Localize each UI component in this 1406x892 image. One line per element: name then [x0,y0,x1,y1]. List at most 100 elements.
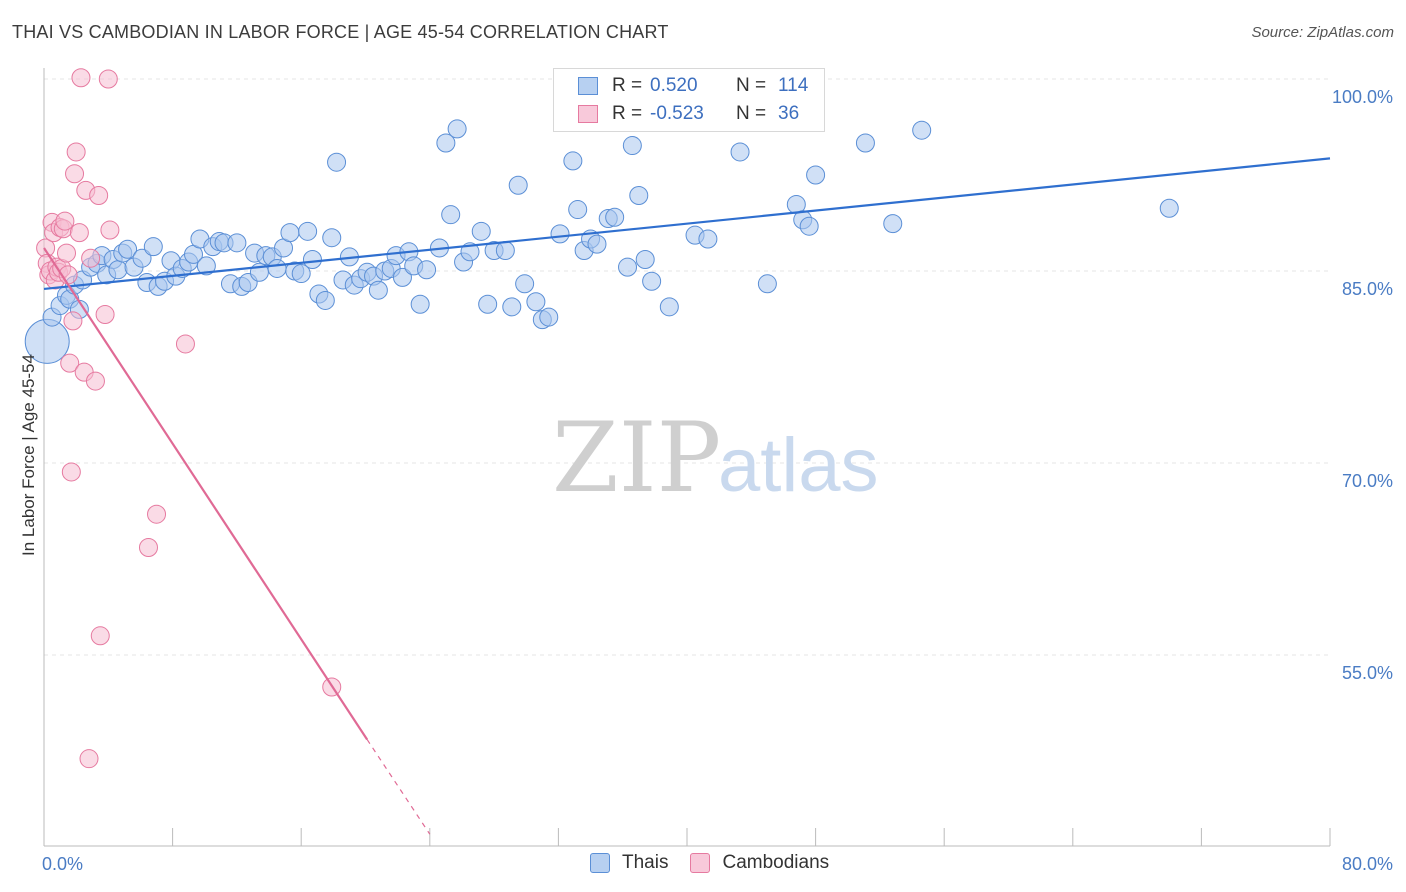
thais-point [143,237,163,257]
cambodians-point [60,353,80,373]
cambodians-point [100,220,120,240]
y-tick-label: 55.0% [1342,663,1393,683]
thais-point [227,233,247,253]
cambodians-point [71,68,91,88]
legend-n-label: N = [736,103,767,124]
thais-point [291,264,311,284]
cambodians-point [147,504,167,524]
thais-point [298,221,318,241]
thais-point [605,207,625,227]
thais-point [659,297,679,317]
thais-point [280,223,300,243]
thais-point [539,307,559,327]
source-label: Source: ZipAtlas.com [1251,24,1394,41]
axis-labels: 55.0% 70.0% 85.0% 100.0% 0.0% 80.0% In Labor F… [19,87,1393,874]
thais-point [327,152,347,172]
series-legend-label: Cambodians [722,852,830,873]
x-tick-label-max: 80.0% [1342,854,1393,874]
series-legend: Thais Cambodians [590,852,851,874]
thais-point [587,234,607,254]
thais-point [515,274,535,294]
thais-point [478,294,498,314]
legend-n-label: N = [736,75,767,96]
series-legend-cambodians[interactable]: Cambodians [690,852,829,874]
grid-lines [44,78,1330,656]
thais-point [471,221,491,241]
cambodians-point [57,243,77,263]
thais-point [302,249,322,269]
watermark-zip: ZIP [552,402,721,514]
cambodians-points [36,68,342,769]
cambodians-point [138,537,158,557]
thais-point [132,248,152,268]
cambodians-point [66,142,86,162]
chart-title: THAI VS CAMBODIAN IN LABOR FORCE | AGE 4… [12,22,669,42]
legend-swatch-pink [578,105,598,123]
thais-point [883,214,903,234]
axes [43,68,1331,847]
cambodians-trend-extension [366,739,431,835]
thais-point [799,216,819,236]
thais-point [730,142,750,162]
thais-point [635,249,655,269]
cambodians-point [65,164,85,184]
thais-point [322,228,342,248]
thais-point [267,258,287,278]
cambodians-point [81,248,101,268]
legend-n-value: 36 [778,103,800,124]
thais-point [698,229,718,249]
cambodians-point [175,334,195,354]
cambodians-point [89,185,109,205]
thais-point [417,260,437,280]
thais-point [436,133,456,153]
y-tick-label: 70.0% [1342,471,1393,491]
legend-row-cambodians: R = -0.523 N = 36 [578,101,799,127]
thais-point [441,205,461,225]
thais-point [502,297,522,317]
thais-point [392,267,412,287]
legend-row-thais: R = 0.520 N = 114 [578,73,808,99]
thais-point [629,185,649,205]
thais-point [1159,198,1179,218]
thais-point [642,271,662,291]
thais-point [410,294,430,314]
cambodians-point [61,462,81,482]
series-swatch-blue [590,853,610,873]
thais-point [912,120,932,140]
thais-point [315,290,335,310]
legend-r-label: R = [612,103,643,124]
thais-point [568,200,588,220]
thais-point [563,151,583,171]
thais-point [550,224,570,244]
thais-point [622,136,642,156]
thais-point [108,260,128,280]
thais-point [368,280,388,300]
legend-r-label: R = [612,75,643,96]
thais-point [118,239,138,259]
trend-lines [43,157,1331,835]
thais-point [508,175,528,195]
x-tick-label-min: 0.0% [42,854,83,874]
stats-legend: R = 0.520 N = 114 R = -0.523 N = 36 [553,68,825,132]
cambodians-point [95,305,115,325]
thais-point [618,257,638,277]
thais-point [460,242,480,262]
thais-point [526,292,546,312]
thais-point [447,119,467,139]
thais-trend-line [43,157,1331,291]
legend-swatch-blue [578,77,598,95]
series-swatch-pink [690,853,711,873]
thais-point [806,165,826,185]
thais-point [495,241,515,261]
watermark-atlas: atlas [718,423,879,508]
cambodians-point [98,69,118,89]
thais-point [757,274,777,294]
cambodians-point [90,626,110,646]
cambodians-point [63,311,83,331]
y-axis-label: In Labor Force | Age 45-54 [19,354,38,556]
series-legend-thais[interactable]: Thais [590,852,668,874]
y-tick-label: 85.0% [1342,279,1393,299]
cambodians-point [55,211,75,231]
legend-r-value: -0.523 [650,103,704,124]
